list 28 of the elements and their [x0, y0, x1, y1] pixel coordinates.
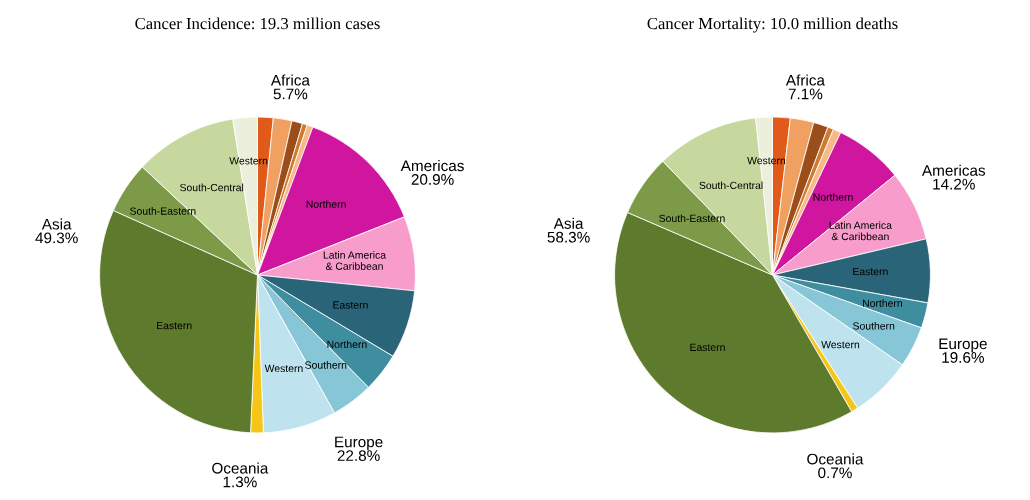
slice-label: South-Central: [699, 181, 763, 190]
slice-label: Latin America & Caribbean: [323, 251, 387, 270]
text: Africa 5.7%: [270, 74, 310, 100]
slice-label: Southern: [305, 361, 347, 369]
text: Africa 7.1%: [785, 74, 825, 100]
slice-label: Northern: [306, 200, 346, 208]
slice-label: Eastern: [157, 321, 192, 330]
text: Europe 22.8%: [335, 436, 383, 462]
text: Asia 49.3%: [35, 218, 78, 244]
slice-label: Eastern: [690, 343, 725, 351]
chart-title: Cancer Incidence: 19.3 million cases: [135, 17, 380, 30]
slice-label: South-Central: [180, 183, 244, 192]
text: Asia 58.3%: [547, 217, 590, 243]
slice-label: Eastern: [333, 301, 368, 309]
slice-label: Northern: [327, 340, 367, 349]
slice-label: Latin America & Caribbean: [829, 221, 892, 241]
text: Americas 14.2%: [921, 164, 986, 190]
slice-label: Southern: [853, 321, 895, 330]
text: Oceania 0.7%: [807, 453, 864, 479]
slice-label: Northern: [863, 299, 902, 307]
text: Americas 20.9%: [400, 159, 464, 185]
slice-label: Eastern: [853, 267, 888, 276]
slice-label: Northern: [813, 193, 853, 201]
text: Europe 19.6%: [939, 338, 987, 363]
slice-label: Western: [264, 364, 303, 373]
text: Oceania 1.3%: [212, 462, 269, 488]
chart-title: Cancer Mortality: 10.0 million deaths: [647, 17, 898, 33]
slice-label: Western: [821, 341, 860, 349]
